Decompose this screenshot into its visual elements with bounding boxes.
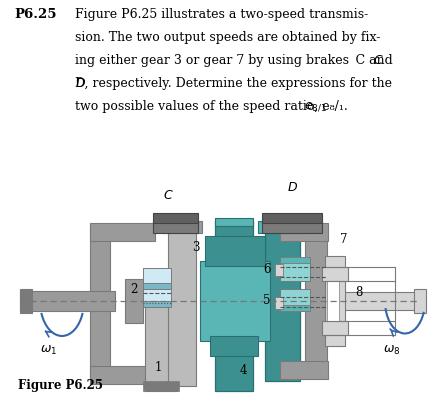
Bar [329,292,424,310]
Text: ing either gear 3 or gear 7 by using brakes  C and: ing either gear 3 or gear 7 by using bra… [75,54,392,67]
Bar [258,221,305,233]
Text: Figure P6.25: Figure P6.25 [18,379,102,392]
Bar [143,268,171,306]
Bar [274,264,283,276]
Bar [274,297,283,309]
Text: two possible values of the speed ratio, e₈/₁.: two possible values of the speed ratio, … [75,100,347,113]
Bar [326,281,338,321]
Bar [279,259,309,281]
Bar [90,366,155,384]
Text: 5: 5 [262,294,270,307]
Bar [162,221,201,233]
Bar [153,213,198,223]
Bar [265,226,299,381]
Bar [200,261,269,341]
Bar [261,213,321,223]
Bar [279,361,327,379]
Bar [321,267,347,281]
Bar [279,223,327,241]
Text: 3: 3 [191,241,199,254]
Text: 1: 1 [155,361,162,374]
Bar [215,218,252,226]
Bar [324,256,344,346]
Bar [168,231,195,386]
Text: Figure P6.25 illustrates a two-speed transmis-: Figure P6.25 illustrates a two-speed tra… [75,8,367,21]
Bar [413,289,425,313]
Bar [20,289,32,313]
Bar [143,301,171,307]
Text: $\omega_1$: $\omega_1$ [40,344,57,357]
Text: 8: 8 [354,286,361,299]
Text: P6.25: P6.25 [14,8,57,21]
Bar [279,305,309,311]
Text: 6: 6 [262,263,270,276]
Bar [20,291,115,311]
Text: $D$: $D$ [75,77,86,90]
Bar [153,221,198,233]
Text: 4: 4 [240,364,247,377]
Bar [279,257,309,263]
Bar [90,223,155,241]
Bar [321,321,347,335]
Text: sion. The two output speeds are obtained by fix-: sion. The two output speeds are obtained… [75,31,379,44]
Text: $\omega_8$: $\omega_8$ [382,344,399,357]
Bar [279,289,309,311]
Bar [145,271,177,391]
Text: 2: 2 [130,283,137,296]
Text: $e_{8/1}$: $e_{8/1}$ [303,100,326,113]
Text: 7: 7 [339,233,347,246]
Text: $D$: $D$ [287,181,298,194]
Bar [143,381,179,391]
Text: D, respectively. Determine the expressions for the: D, respectively. Determine the expressio… [75,77,391,90]
Bar [205,236,265,266]
Bar [125,279,143,323]
Bar [261,221,321,233]
Text: $C$: $C$ [372,54,383,67]
Bar [90,226,110,381]
Bar [143,283,171,289]
Bar [209,336,258,356]
Bar [215,221,252,391]
Bar [304,231,326,371]
Text: $C$: $C$ [162,189,173,202]
